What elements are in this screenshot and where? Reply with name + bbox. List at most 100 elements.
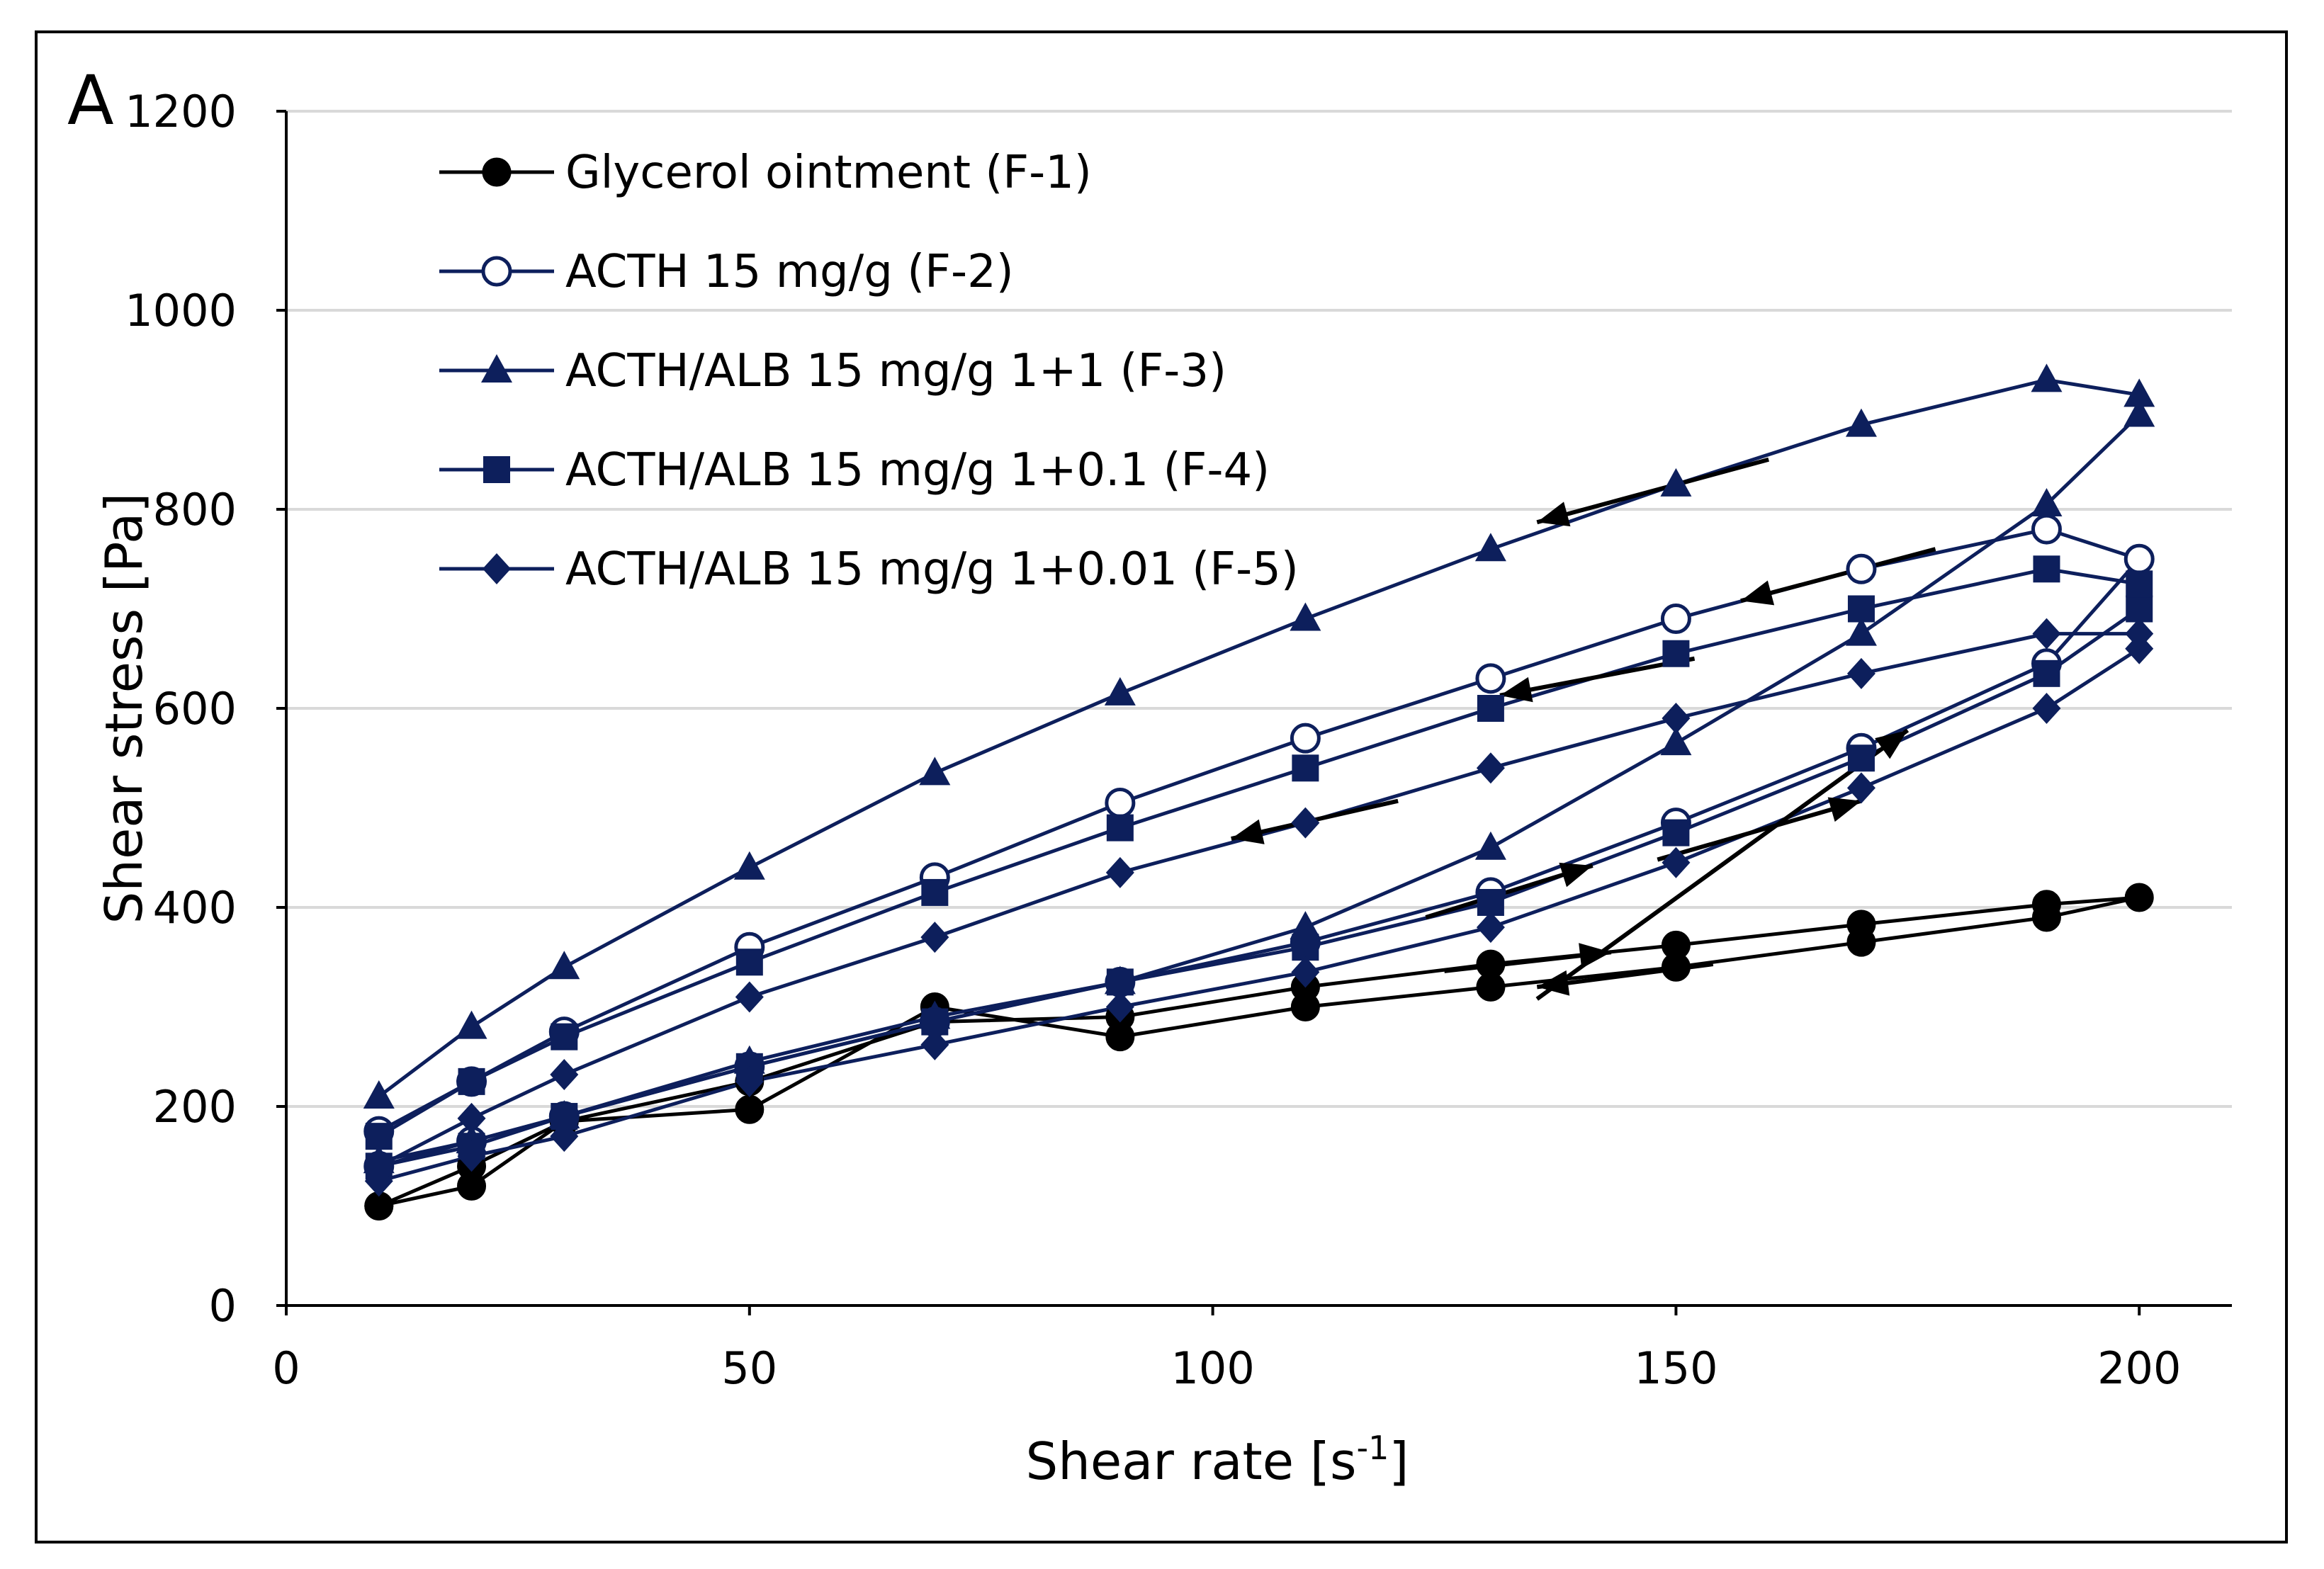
legend: Glycerol ointment (F-1) ACTH 15 mg/g (F-2… xyxy=(439,147,1299,596)
data-point-series-5 xyxy=(457,1140,486,1172)
data-point-series-3 xyxy=(1104,676,1136,706)
data-point-series-2 xyxy=(1105,787,1136,818)
y-tick-label: 1000 xyxy=(125,285,237,336)
data-point-series-5 xyxy=(2032,693,2061,724)
data-point-series-5 xyxy=(2032,618,2061,650)
data-point-series-4 xyxy=(1847,744,1875,772)
data-point-series-2 xyxy=(1846,553,1877,584)
data-point-series-2 xyxy=(1290,723,1321,754)
arrow-head-8 xyxy=(1537,970,1570,996)
data-point-series-4 xyxy=(1106,968,1134,996)
data-point-series-4 xyxy=(1662,640,1690,667)
arrow-head-3 xyxy=(1499,676,1533,703)
data-point-series-4 xyxy=(458,1067,485,1095)
data-point-series-5 xyxy=(1476,912,1505,944)
data-point-series-2 xyxy=(2123,543,2155,574)
data-point-series-4 xyxy=(1106,814,1134,842)
data-point-series-4 xyxy=(1292,934,1319,961)
y-axis-ticks: 0 200 400 600 800 1000 1200 xyxy=(125,86,286,1332)
data-point-series-4 xyxy=(551,1023,578,1050)
data-point-series-4 xyxy=(2033,555,2060,583)
data-point-series-3 xyxy=(2031,363,2063,392)
legend-label-3: ACTH/ALB 15 mg/g 1+1 (F-3) xyxy=(565,345,1226,397)
arrow-head-1 xyxy=(1537,502,1571,527)
data-point-series-4 xyxy=(365,1123,393,1150)
data-point-series-5 xyxy=(1846,657,1875,689)
data-point-series-5 xyxy=(1105,856,1134,888)
legend-marker-5 xyxy=(483,553,511,584)
legend-marker-1 xyxy=(482,157,512,187)
data-point-series-4 xyxy=(2126,595,2153,623)
data-point-series-3 xyxy=(1660,468,1692,497)
y-tick-label: 400 xyxy=(153,882,237,934)
data-point-series-5 xyxy=(550,1121,579,1152)
y-tick-label: 0 xyxy=(209,1280,237,1332)
data-point-series-3 xyxy=(1474,533,1506,562)
arrow-head-5 xyxy=(1559,862,1593,888)
data-point-series-2 xyxy=(1475,663,1506,694)
legend-label-5: ACTH/ALB 15 mg/g 1+0.01 (F-5) xyxy=(565,543,1299,596)
data-point-series-3 xyxy=(1845,617,1877,646)
legend-label-1: Glycerol ointment (F-1) xyxy=(565,147,1092,199)
data-point-series-5 xyxy=(1662,846,1691,878)
y-tick-label: 1200 xyxy=(125,86,237,137)
data-point-series-4 xyxy=(2126,570,2153,598)
gridlines xyxy=(286,110,2232,1108)
data-point-series-5 xyxy=(1476,752,1505,784)
data-point-series-3 xyxy=(1845,408,1877,437)
data-point-series-2 xyxy=(2031,514,2062,545)
x-tick-label: 0 xyxy=(272,1342,300,1394)
arrow-shaft-2 xyxy=(1740,547,1936,604)
data-point-series-3 xyxy=(1290,602,1321,631)
data-point-series-5 xyxy=(1105,991,1134,1023)
data-point-series-1 xyxy=(1661,930,1691,960)
x-axis-title: Shear rate [s-1] xyxy=(1026,1429,1409,1491)
y-axis-title: Shear stress [Pa] xyxy=(94,493,154,924)
data-point-series-4 xyxy=(735,948,763,976)
legend-marker-3 xyxy=(481,354,512,383)
data-point-series-1 xyxy=(2031,890,2061,919)
direction-arrows xyxy=(1231,457,1936,1001)
y-tick-label: 600 xyxy=(153,683,237,735)
legend-label-2: ACTH 15 mg/g (F-2) xyxy=(565,246,1014,298)
arrow-shaft-1 xyxy=(1536,457,1769,525)
data-markers xyxy=(363,363,2155,1220)
x-tick-label: 50 xyxy=(721,1342,777,1394)
data-point-series-1 xyxy=(1846,910,1876,939)
data-point-series-5 xyxy=(550,1059,579,1091)
data-point-series-5 xyxy=(1291,956,1320,988)
data-point-series-1 xyxy=(2124,883,2154,912)
data-point-series-3 xyxy=(1474,831,1506,860)
data-point-series-3 xyxy=(2031,487,2063,516)
x-axis-title-superscript: -1 xyxy=(1357,1429,1389,1467)
data-point-series-5 xyxy=(920,922,949,953)
data-point-series-3 xyxy=(548,951,580,980)
x-tick-label: 100 xyxy=(1171,1342,1254,1394)
x-tick-label: 200 xyxy=(2097,1342,2181,1394)
data-point-series-4 xyxy=(1477,888,1504,916)
x-tick-label: 150 xyxy=(1634,1342,1717,1394)
legend-marker-4 xyxy=(483,456,510,483)
data-point-series-1 xyxy=(735,1094,765,1124)
data-point-series-3 xyxy=(363,1080,395,1109)
data-point-series-3 xyxy=(2123,398,2155,427)
data-point-series-5 xyxy=(364,1150,393,1182)
legend-label-4: ACTH/ALB 15 mg/g 1+0.1 (F-4) xyxy=(565,444,1270,497)
data-point-series-2 xyxy=(1660,604,1691,635)
data-point-series-3 xyxy=(2123,378,2155,407)
data-point-series-5 xyxy=(920,1029,949,1060)
panel-label: A xyxy=(67,61,114,140)
data-point-series-3 xyxy=(1660,727,1692,756)
data-point-series-1 xyxy=(1476,949,1506,979)
data-point-series-4 xyxy=(1292,754,1319,782)
data-point-series-3 xyxy=(1290,911,1321,940)
data-point-series-5 xyxy=(1291,807,1320,839)
arrow-head-9 xyxy=(1827,797,1861,822)
data-point-series-3 xyxy=(919,757,951,786)
arrow-shaft-3 xyxy=(1499,656,1696,698)
x-axis-title-suffix: ] xyxy=(1389,1432,1409,1491)
y-tick-label: 200 xyxy=(153,1081,237,1133)
data-point-series-3 xyxy=(733,851,765,880)
data-point-series-5 xyxy=(1662,703,1691,735)
